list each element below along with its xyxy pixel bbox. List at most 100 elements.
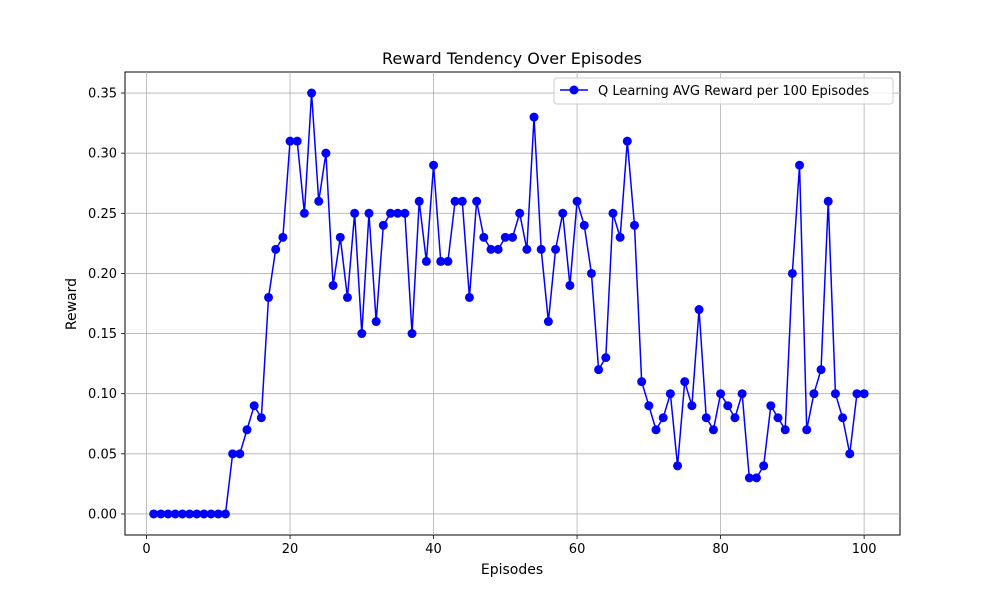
series-layer: [149, 88, 869, 519]
x-tick-label: 0: [142, 542, 150, 557]
data-point: [299, 208, 309, 218]
data-point: [730, 413, 740, 423]
data-point: [787, 268, 797, 278]
data-point: [371, 317, 381, 327]
data-point: [658, 413, 668, 423]
data-point: [321, 148, 331, 158]
data-point: [271, 244, 281, 254]
data-point: [213, 509, 223, 519]
data-point: [845, 449, 855, 459]
data-point: [594, 365, 604, 375]
data-point: [278, 232, 288, 242]
data-point: [694, 305, 704, 315]
data-point: [393, 208, 403, 218]
data-point: [307, 88, 317, 98]
data-point: [543, 317, 553, 327]
data-point: [256, 413, 266, 423]
data-point: [701, 413, 711, 423]
data-point: [687, 401, 697, 411]
y-tick-label: 0.25: [88, 207, 117, 222]
data-point: [665, 389, 675, 399]
data-point: [386, 208, 396, 218]
data-point: [242, 425, 252, 435]
data-point: [206, 509, 216, 519]
data-point: [579, 220, 589, 230]
data-point: [572, 196, 582, 206]
x-axis-ticks: 0 20 40 60 80 100: [142, 535, 877, 557]
data-point: [335, 232, 345, 242]
data-point: [565, 280, 575, 290]
x-tick-label: 60: [569, 542, 586, 557]
data-point: [163, 509, 173, 519]
legend: Q Learning AVG Reward per 100 Episodes: [553, 77, 894, 105]
data-point: [780, 425, 790, 435]
data-point: [199, 509, 209, 519]
x-tick-label: 100: [852, 542, 877, 557]
data-point: [464, 292, 474, 302]
data-point: [357, 329, 367, 339]
data-point: [443, 256, 453, 266]
data-point: [228, 449, 238, 459]
data-point: [192, 509, 202, 519]
data-point: [156, 509, 166, 519]
data-point: [400, 208, 410, 218]
legend-marker-swatch: [569, 85, 579, 95]
data-point: [472, 196, 482, 206]
data-point: [508, 232, 517, 242]
data-point: [759, 461, 769, 471]
data-point: [637, 377, 647, 387]
data-point: [558, 208, 568, 218]
y-tick-label: 0.00: [88, 507, 117, 522]
data-point: [170, 509, 180, 519]
data-point: [149, 509, 159, 519]
data-point: [414, 196, 424, 206]
data-point: [220, 509, 230, 519]
grid-lines: [125, 72, 900, 535]
y-tick-label: 0.35: [88, 87, 117, 102]
data-point: [342, 292, 352, 302]
data-point: [350, 208, 360, 218]
data-point: [500, 232, 510, 242]
data-point: [838, 413, 848, 423]
data-point: [852, 389, 862, 399]
data-point: [285, 136, 295, 146]
data-point: [680, 377, 690, 387]
y-tick-label: 0.20: [88, 267, 117, 282]
data-point: [328, 280, 338, 290]
data-point: [450, 196, 460, 206]
y-tick-label: 0.15: [88, 327, 117, 342]
chart-title: Reward Tendency Over Episodes: [382, 49, 642, 68]
data-point: [615, 232, 625, 242]
data-point: [515, 208, 525, 218]
data-point: [773, 413, 783, 423]
data-point: [673, 461, 683, 471]
plot-area: [124, 71, 901, 536]
data-point: [823, 196, 833, 206]
data-point: [421, 256, 431, 266]
data-point: [816, 365, 826, 375]
data-point: [644, 401, 654, 411]
x-axis-label: Episodes: [481, 562, 543, 578]
data-point: [536, 244, 546, 254]
data-point: [766, 401, 776, 411]
data-point: [292, 136, 302, 146]
data-point: [529, 112, 539, 122]
data-point: [364, 208, 374, 218]
data-point: [737, 389, 747, 399]
y-tick-label: 0.05: [88, 447, 117, 462]
data-point: [830, 389, 840, 399]
data-point: [457, 196, 467, 206]
data-point: [235, 449, 245, 459]
y-tick-label: 0.30: [88, 147, 117, 162]
data-point: [708, 425, 718, 435]
data-point: [716, 389, 726, 399]
x-tick-label: 40: [425, 542, 442, 557]
data-point: [436, 256, 446, 266]
legend-entry-label: Q Learning AVG Reward per 100 Episodes: [598, 84, 869, 99]
data-point: [551, 244, 561, 254]
data-point: [809, 389, 819, 399]
data-point: [859, 389, 869, 399]
data-point: [493, 244, 503, 254]
legend-box: [553, 77, 894, 105]
data-point: [479, 232, 489, 242]
